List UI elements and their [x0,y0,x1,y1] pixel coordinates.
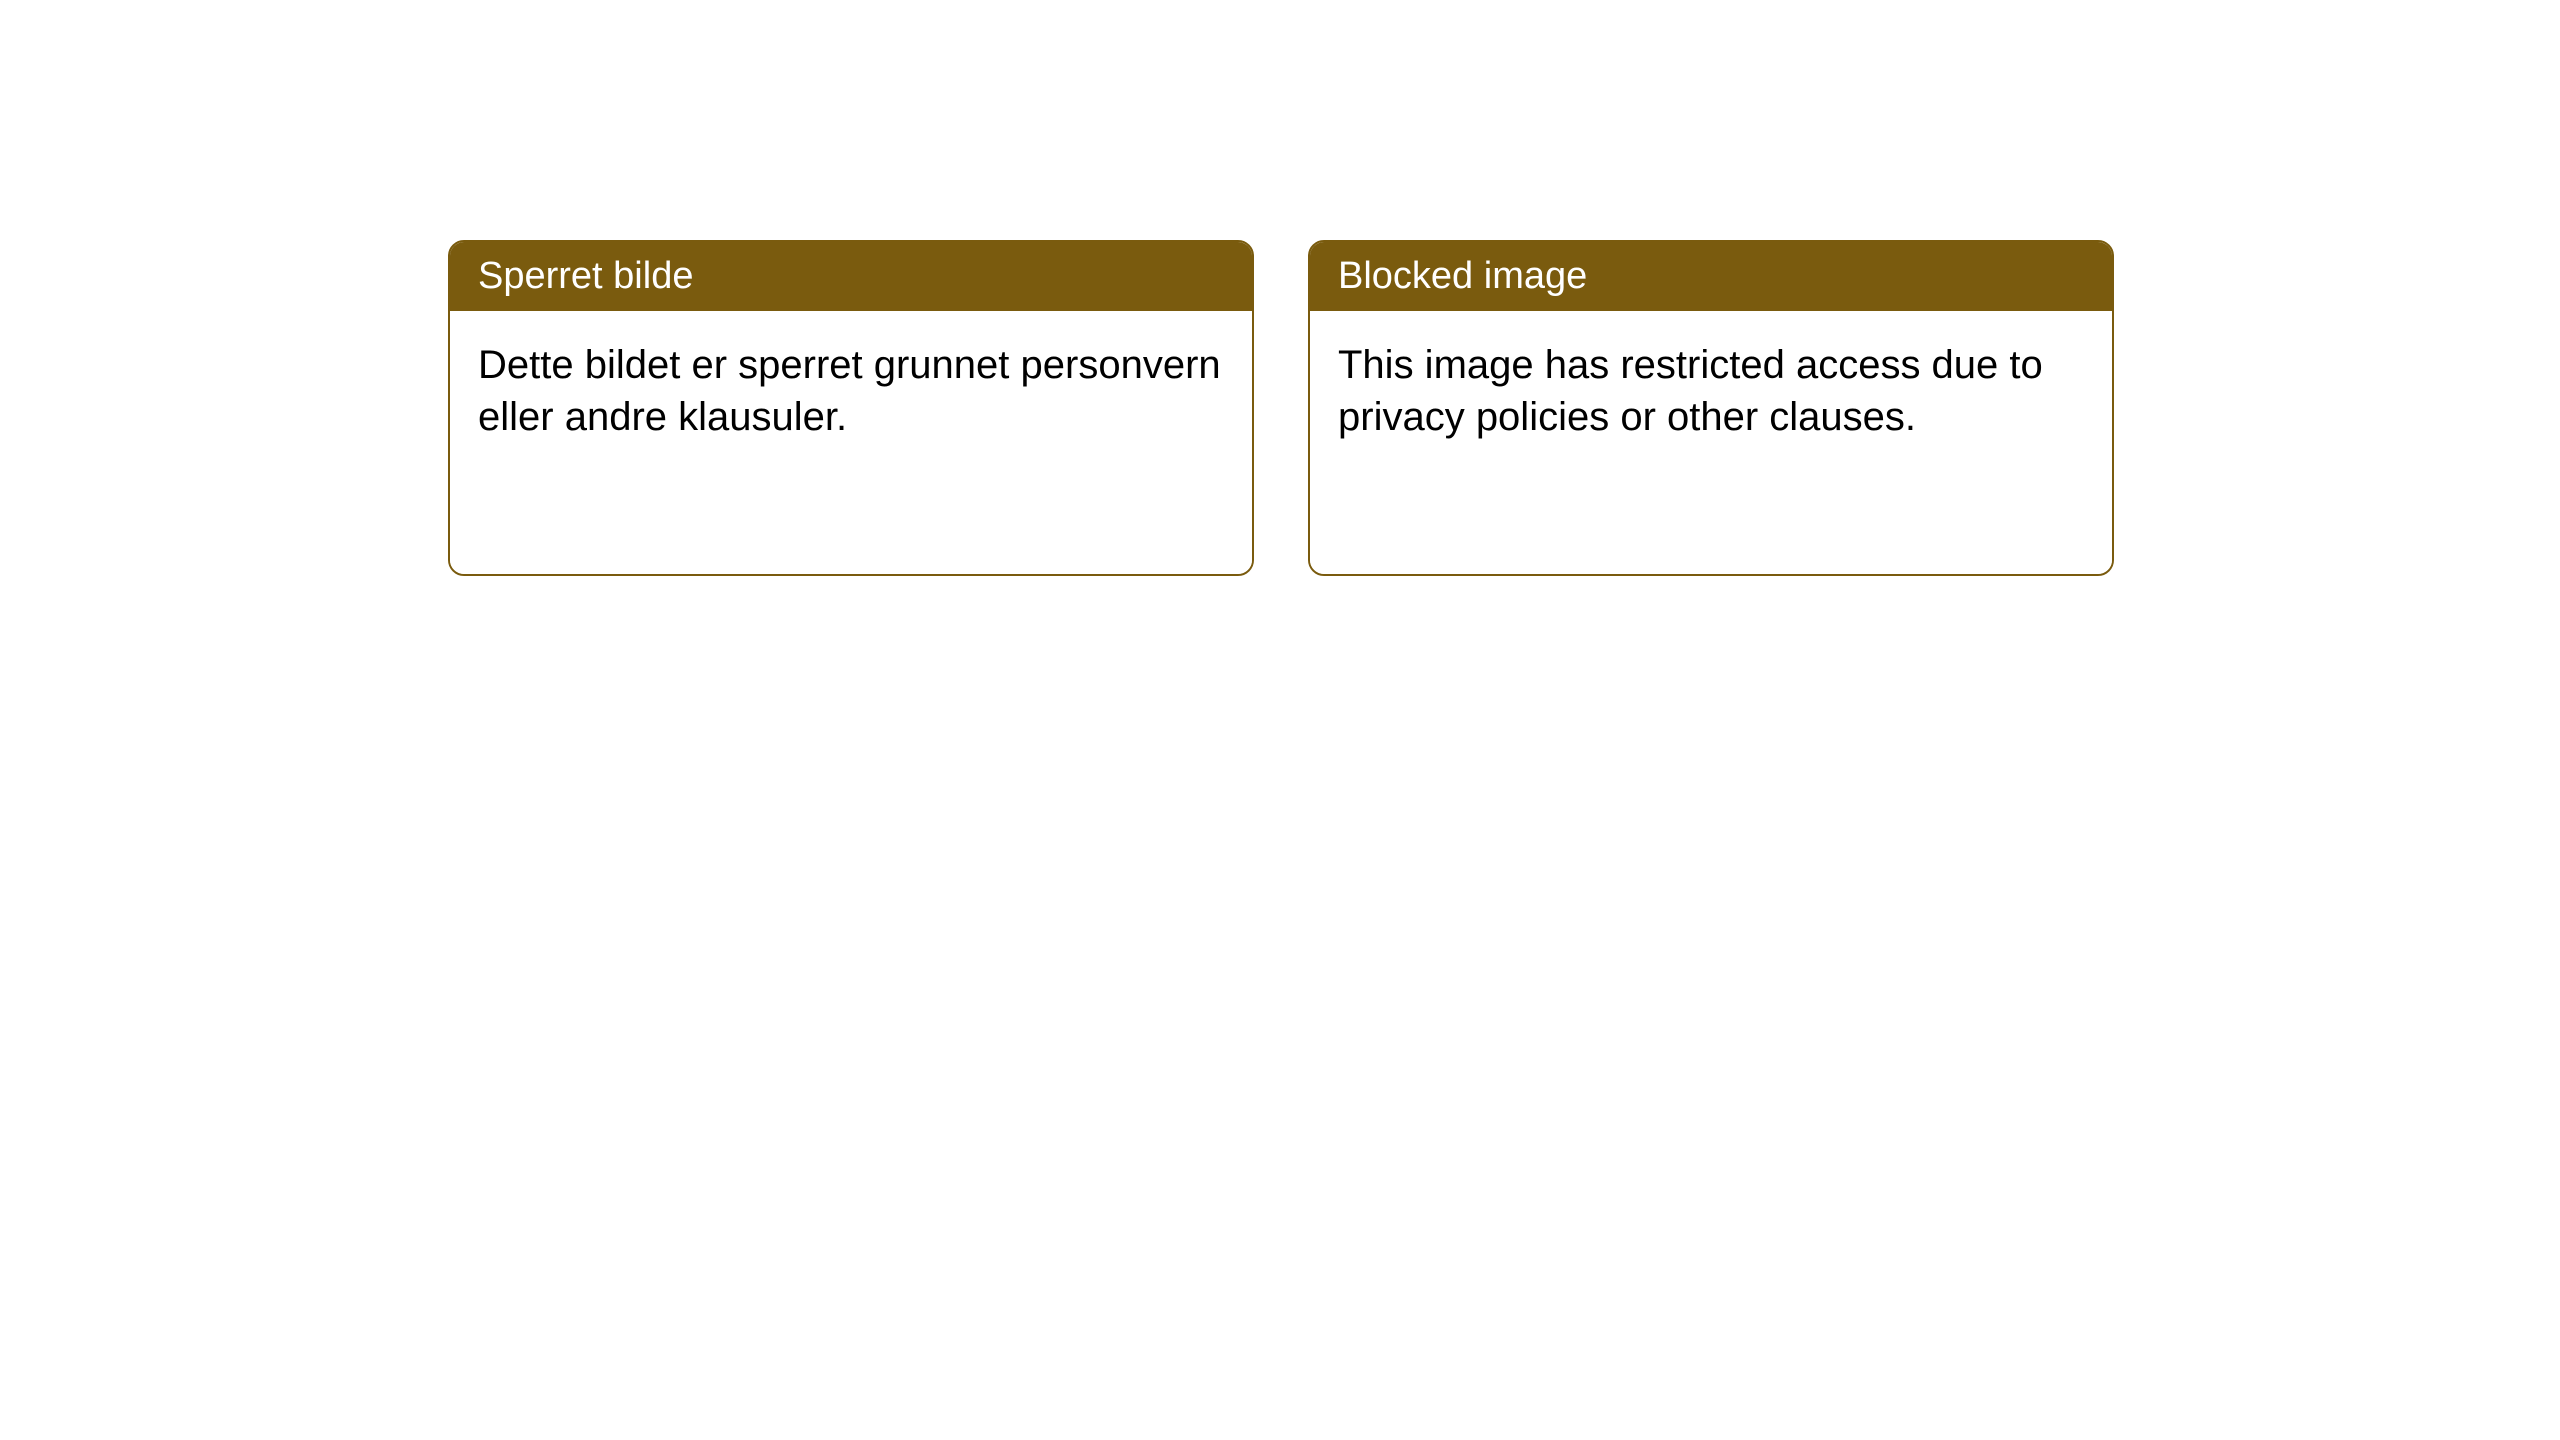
notice-body: This image has restricted access due to … [1310,311,2112,574]
notice-card-norwegian: Sperret bilde Dette bildet er sperret gr… [448,240,1254,576]
notice-container: Sperret bilde Dette bildet er sperret gr… [0,0,2560,576]
notice-header: Sperret bilde [450,242,1252,311]
notice-header: Blocked image [1310,242,2112,311]
notice-body: Dette bildet er sperret grunnet personve… [450,311,1252,574]
notice-card-english: Blocked image This image has restricted … [1308,240,2114,576]
